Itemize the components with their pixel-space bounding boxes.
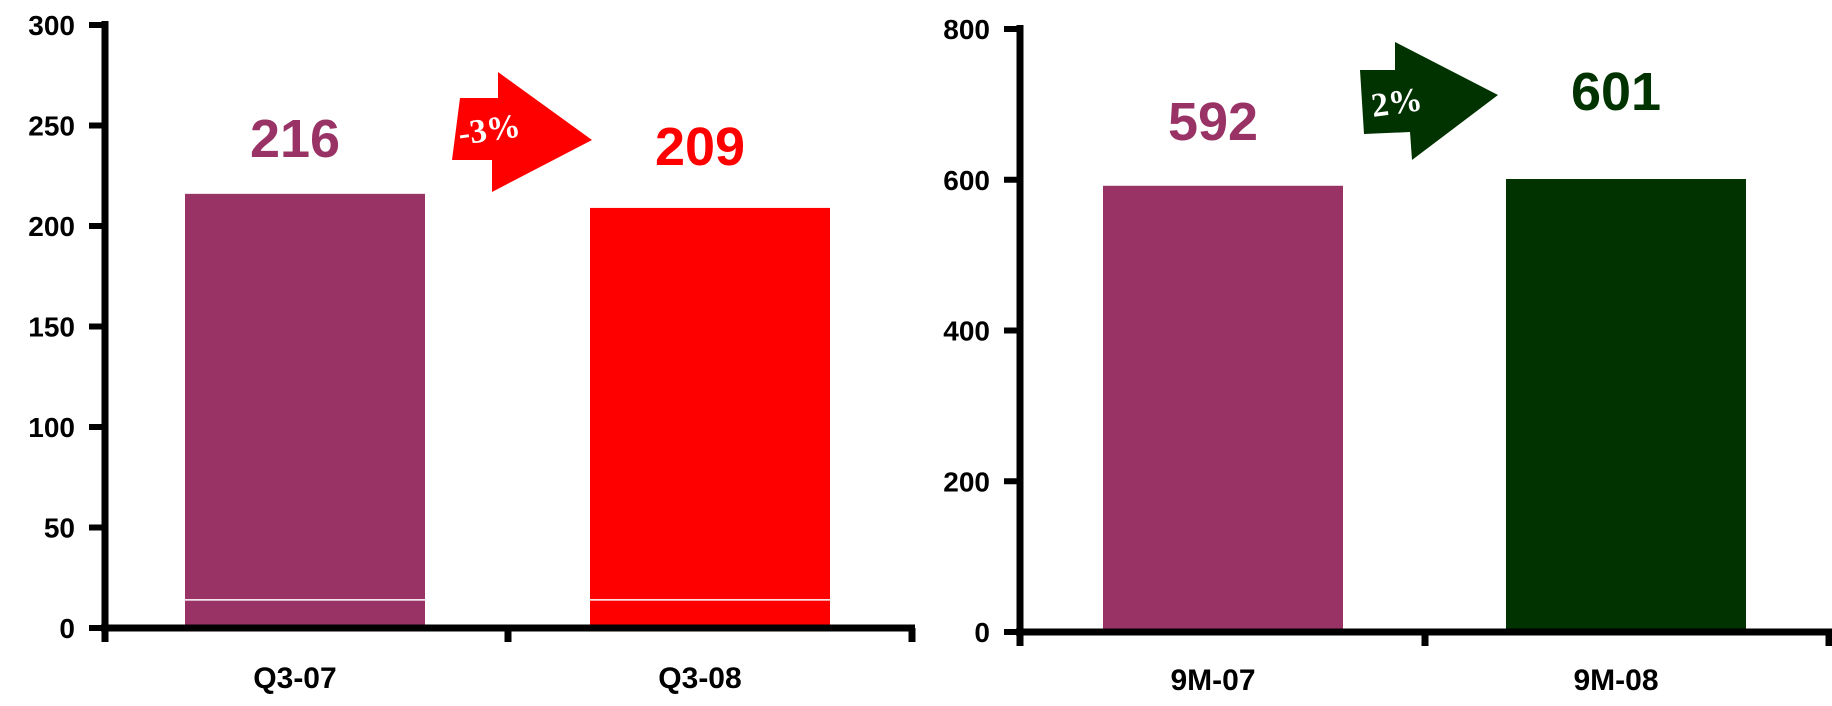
- y-tick-label: 800: [943, 14, 990, 45]
- y-tick-label: 50: [44, 513, 75, 544]
- y-tick-label: 100: [28, 412, 75, 443]
- data-label: 601: [1571, 62, 1661, 122]
- change-arrow-icon: [1360, 42, 1498, 160]
- data-label: 209: [655, 117, 745, 177]
- y-tick-label: 0: [974, 617, 990, 648]
- x-tick-label: 9M-08: [1573, 664, 1658, 697]
- change-arrow-icon: [452, 72, 592, 192]
- y-tick-label: 600: [943, 165, 990, 196]
- bar-9m-08: [1506, 178, 1746, 632]
- change-percent-label: 2%: [1369, 81, 1425, 125]
- y-tick-label: 150: [28, 312, 75, 343]
- x-tick-label: Q3-07: [253, 662, 336, 695]
- x-tick-label: 9M-07: [1170, 664, 1255, 697]
- bar-9m-07: [1103, 185, 1343, 632]
- y-tick-label: 200: [28, 211, 75, 242]
- x-tick-label: Q3-08: [658, 662, 741, 695]
- change-percent-label: -3%: [456, 108, 523, 153]
- bar-q3-08: [590, 207, 830, 628]
- y-tick-label: 300: [28, 10, 75, 41]
- y-tick-label: 0: [59, 613, 75, 644]
- bar-q3-07: [185, 193, 425, 628]
- y-tick-label: 200: [943, 466, 990, 497]
- y-tick-label: 400: [943, 316, 990, 347]
- y-tick-label: 250: [28, 111, 75, 142]
- data-label: 592: [1168, 92, 1258, 152]
- data-label: 216: [250, 109, 340, 169]
